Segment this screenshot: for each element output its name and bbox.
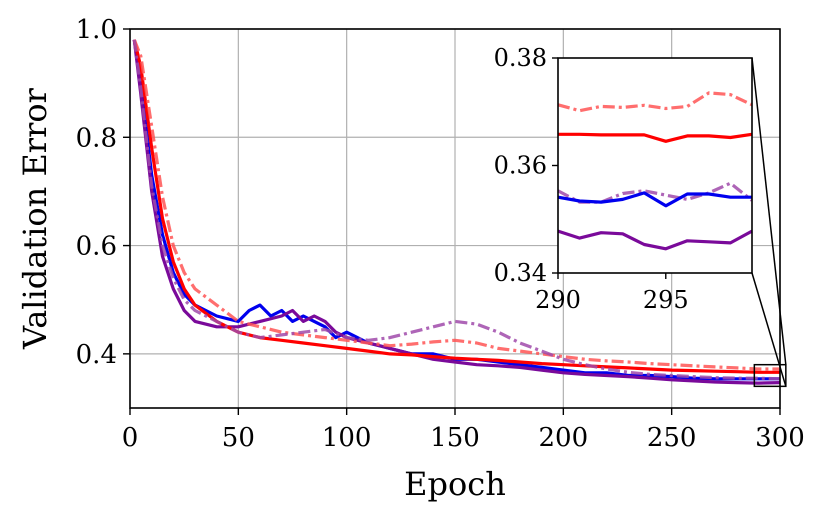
inset-y-tick-label: 0.38 xyxy=(494,44,547,72)
y-tick-label: 0.8 xyxy=(76,123,117,153)
inset-series-line xyxy=(558,132,753,143)
main-series-line xyxy=(132,39,780,374)
inset-series-line xyxy=(557,91,753,113)
inset-x-tick-label: 290 xyxy=(535,286,581,314)
zoom-region-box xyxy=(753,363,787,388)
zoom-connector-line xyxy=(751,57,787,365)
x-tick-label: 300 xyxy=(755,423,805,453)
inset-zoom: 290 295 0.34 0.36 0.38 xyxy=(494,44,753,314)
x-tick-label: 50 xyxy=(222,423,255,453)
zoom-connector-line xyxy=(751,272,787,387)
x-tick-label: 0 xyxy=(122,423,139,453)
inset-y-tick-label: 0.34 xyxy=(494,259,547,287)
main-series-line xyxy=(132,39,780,371)
main-ticks: 0 50 100 150 200 250 300 0.4 0.6 0.8 1.0 xyxy=(76,15,805,453)
main-series-line xyxy=(132,39,781,385)
x-tick-label: 250 xyxy=(647,423,697,453)
x-tick-label: 150 xyxy=(430,423,480,453)
inset-x-tick-label: 295 xyxy=(643,286,689,314)
zoom-guides xyxy=(751,57,787,388)
inset-ticks: 290 295 0.34 0.36 0.38 xyxy=(494,44,689,314)
y-tick-label: 0.6 xyxy=(76,232,117,262)
y-tick-label: 1.0 xyxy=(76,15,117,45)
x-axis-title: Epoch xyxy=(404,465,506,503)
main-series-group xyxy=(132,39,781,385)
y-tick-label: 0.4 xyxy=(76,340,117,370)
main-series-line xyxy=(132,39,781,381)
inset-y-tick-label: 0.36 xyxy=(494,152,547,180)
y-axis-title: Validation Error xyxy=(16,87,54,350)
inset-series-line xyxy=(557,181,753,204)
x-tick-label: 100 xyxy=(322,423,372,453)
inset-series-line xyxy=(557,191,752,208)
x-tick-label: 200 xyxy=(539,423,589,453)
inset-background xyxy=(558,58,752,273)
inset-series-group xyxy=(557,91,753,251)
inset-series-line xyxy=(557,229,753,251)
